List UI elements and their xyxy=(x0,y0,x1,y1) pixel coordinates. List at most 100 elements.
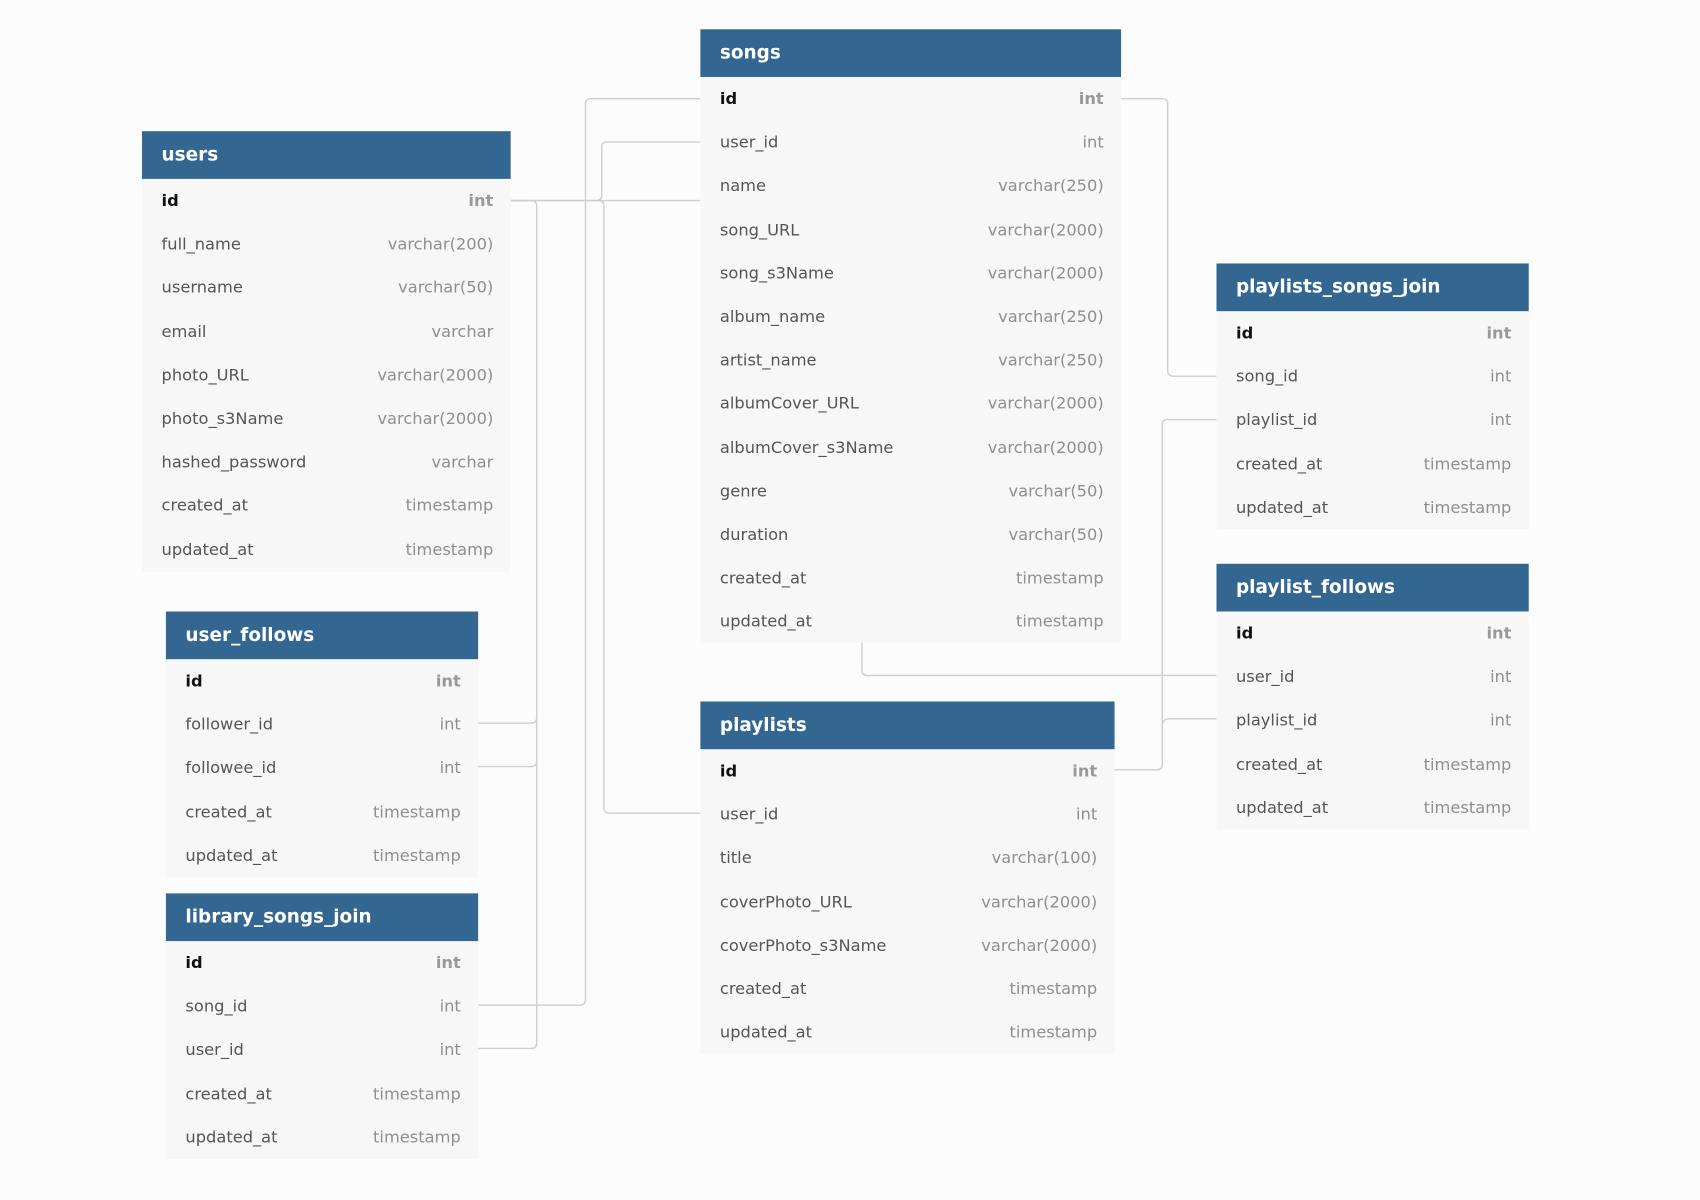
column-name: updated_at xyxy=(1235,497,1329,517)
table-title[interactable]: songs xyxy=(700,29,1122,77)
column-name: updated_at xyxy=(185,1127,278,1147)
column-type: int xyxy=(1072,761,1098,781)
column-name: created_at xyxy=(185,801,272,822)
table-songs[interactable]: songs id int user_id int name varchar(250) song… xyxy=(700,29,1122,644)
column-type: varchar(2000) xyxy=(987,219,1104,240)
column-row[interactable]: updated_at timestamp xyxy=(700,1011,1114,1055)
table-playlist-follows[interactable]: playlist_follows id int user_id int playlist_… xyxy=(1216,563,1529,830)
relationship-line xyxy=(1161,718,1217,727)
table-title[interactable]: library_songs_join xyxy=(165,893,479,942)
column-row[interactable]: followee_id int xyxy=(166,746,478,790)
column-row[interactable]: song_id int xyxy=(166,985,478,1029)
column-type: timestamp xyxy=(1423,497,1512,517)
column-row[interactable]: user_id int xyxy=(1216,655,1528,699)
column-row[interactable]: title varchar(100) xyxy=(700,836,1114,880)
column-type: timestamp xyxy=(1015,611,1104,632)
column-row[interactable]: albumCover_URL varchar(2000) xyxy=(700,382,1121,426)
column-row[interactable]: updated_at timestamp xyxy=(1216,786,1528,830)
column-row[interactable]: updated_at timestamp xyxy=(700,600,1121,644)
column-name: username xyxy=(161,278,243,298)
column-row[interactable]: id int xyxy=(166,659,478,703)
table-title[interactable]: playlists_songs_join xyxy=(1216,263,1529,312)
column-type: int xyxy=(435,671,461,691)
table-title[interactable]: playlist_follows xyxy=(1216,563,1529,612)
column-row[interactable]: id int xyxy=(142,179,511,223)
column-type: varchar(2000) xyxy=(987,394,1104,414)
column-row[interactable]: full_name varchar(200) xyxy=(142,222,511,266)
column-row[interactable]: photo_s3Name varchar(2000) xyxy=(142,397,511,441)
column-row[interactable]: user_id int xyxy=(700,793,1114,837)
table-users[interactable]: users id int full_name varchar(200) username v… xyxy=(142,131,511,572)
column-row[interactable]: created_at timestamp xyxy=(1216,442,1528,486)
column-name: song_s3Name xyxy=(719,263,834,283)
column-type: int xyxy=(1490,410,1512,430)
column-row[interactable]: created_at timestamp xyxy=(142,484,511,528)
column-row[interactable]: created_at timestamp xyxy=(1216,742,1528,786)
column-row[interactable]: album_name varchar(250) xyxy=(700,295,1121,339)
column-row[interactable]: coverPhoto_s3Name varchar(2000) xyxy=(700,923,1114,967)
column-row[interactable]: created_at timestamp xyxy=(166,1072,478,1116)
column-type: timestamp xyxy=(1423,797,1512,818)
table-title[interactable]: users xyxy=(142,131,511,179)
table-playlists[interactable]: playlists id int user_id int title varchar(100… xyxy=(700,701,1115,1055)
column-type: varchar(250) xyxy=(998,306,1104,327)
column-type: varchar(200) xyxy=(387,234,494,255)
column-name: playlist_id xyxy=(1235,710,1318,731)
column-name: updated_at xyxy=(1235,797,1329,818)
column-row[interactable]: name varchar(250) xyxy=(700,164,1121,208)
column-name: coverPhoto_s3Name xyxy=(719,935,887,956)
column-type: varchar(250) xyxy=(998,350,1104,370)
column-row[interactable]: genre varchar(50) xyxy=(700,469,1121,513)
table-user-follows[interactable]: user_follows id int follower_id int followee_… xyxy=(165,611,479,878)
column-row[interactable]: coverPhoto_URL varchar(2000) xyxy=(700,880,1114,924)
relationship-line xyxy=(510,141,701,202)
column-row[interactable]: photo_URL varchar(2000) xyxy=(142,353,511,397)
table-playlists-songs-join[interactable]: playlists_songs_join id int song_id int playl… xyxy=(1216,263,1529,530)
column-row[interactable]: playlist_id int xyxy=(1216,398,1528,442)
table-title[interactable]: user_follows xyxy=(165,611,479,660)
column-type: int xyxy=(1486,623,1512,644)
column-row[interactable]: song_s3Name varchar(2000) xyxy=(700,251,1121,295)
column-row[interactable]: id int xyxy=(1216,311,1528,355)
column-name: id xyxy=(185,953,203,973)
column-row[interactable]: albumCover_s3Name varchar(2000) xyxy=(700,426,1121,470)
column-row[interactable]: id int xyxy=(700,77,1121,121)
column-type: int xyxy=(439,758,461,778)
table-title[interactable]: playlists xyxy=(700,701,1115,750)
column-type: int xyxy=(1490,366,1512,387)
column-row[interactable]: song_id int xyxy=(1216,355,1528,399)
relationship-line xyxy=(1121,97,1217,377)
column-row[interactable]: follower_id int xyxy=(166,703,478,747)
column-name: created_at xyxy=(1235,453,1323,474)
column-row[interactable]: song_URL varchar(2000) xyxy=(700,208,1121,252)
table-library-songs-join[interactable]: library_songs_join id int song_id int user_id… xyxy=(165,893,479,1159)
column-type: varchar(50) xyxy=(398,278,494,298)
column-row[interactable]: created_at timestamp xyxy=(700,967,1114,1011)
column-row[interactable]: id int xyxy=(1216,611,1528,655)
column-row[interactable]: hashed_password varchar xyxy=(142,440,511,484)
column-row[interactable]: playlist_id int xyxy=(1216,699,1528,743)
column-row[interactable]: id int xyxy=(166,941,478,985)
column-row[interactable]: id int xyxy=(700,749,1114,793)
column-row[interactable]: updated_at timestamp xyxy=(142,527,511,571)
column-row[interactable]: artist_name varchar(250) xyxy=(700,338,1121,382)
column-type: varchar(250) xyxy=(998,176,1104,196)
column-row[interactable]: updated_at timestamp xyxy=(1216,485,1528,529)
column-row[interactable]: created_at timestamp xyxy=(166,790,478,834)
column-name: created_at xyxy=(1235,754,1323,774)
column-row[interactable]: username varchar(50) xyxy=(142,266,511,310)
column-type: timestamp xyxy=(405,539,494,560)
column-name: id xyxy=(719,89,738,109)
column-type: timestamp xyxy=(1009,979,1098,999)
column-row[interactable]: updated_at timestamp xyxy=(166,1115,478,1159)
column-type: int xyxy=(435,953,461,973)
column-row[interactable]: created_at timestamp xyxy=(700,556,1121,600)
column-row[interactable]: duration varchar(50) xyxy=(700,513,1121,557)
column-row[interactable]: email varchar xyxy=(142,310,511,354)
column-row[interactable]: user_id int xyxy=(166,1028,478,1072)
column-row[interactable]: user_id int xyxy=(700,121,1121,165)
column-row[interactable]: updated_at timestamp xyxy=(166,833,478,877)
column-name: id xyxy=(719,761,738,781)
column-name: song_id xyxy=(185,996,248,1017)
column-name: user_id xyxy=(185,1040,244,1060)
